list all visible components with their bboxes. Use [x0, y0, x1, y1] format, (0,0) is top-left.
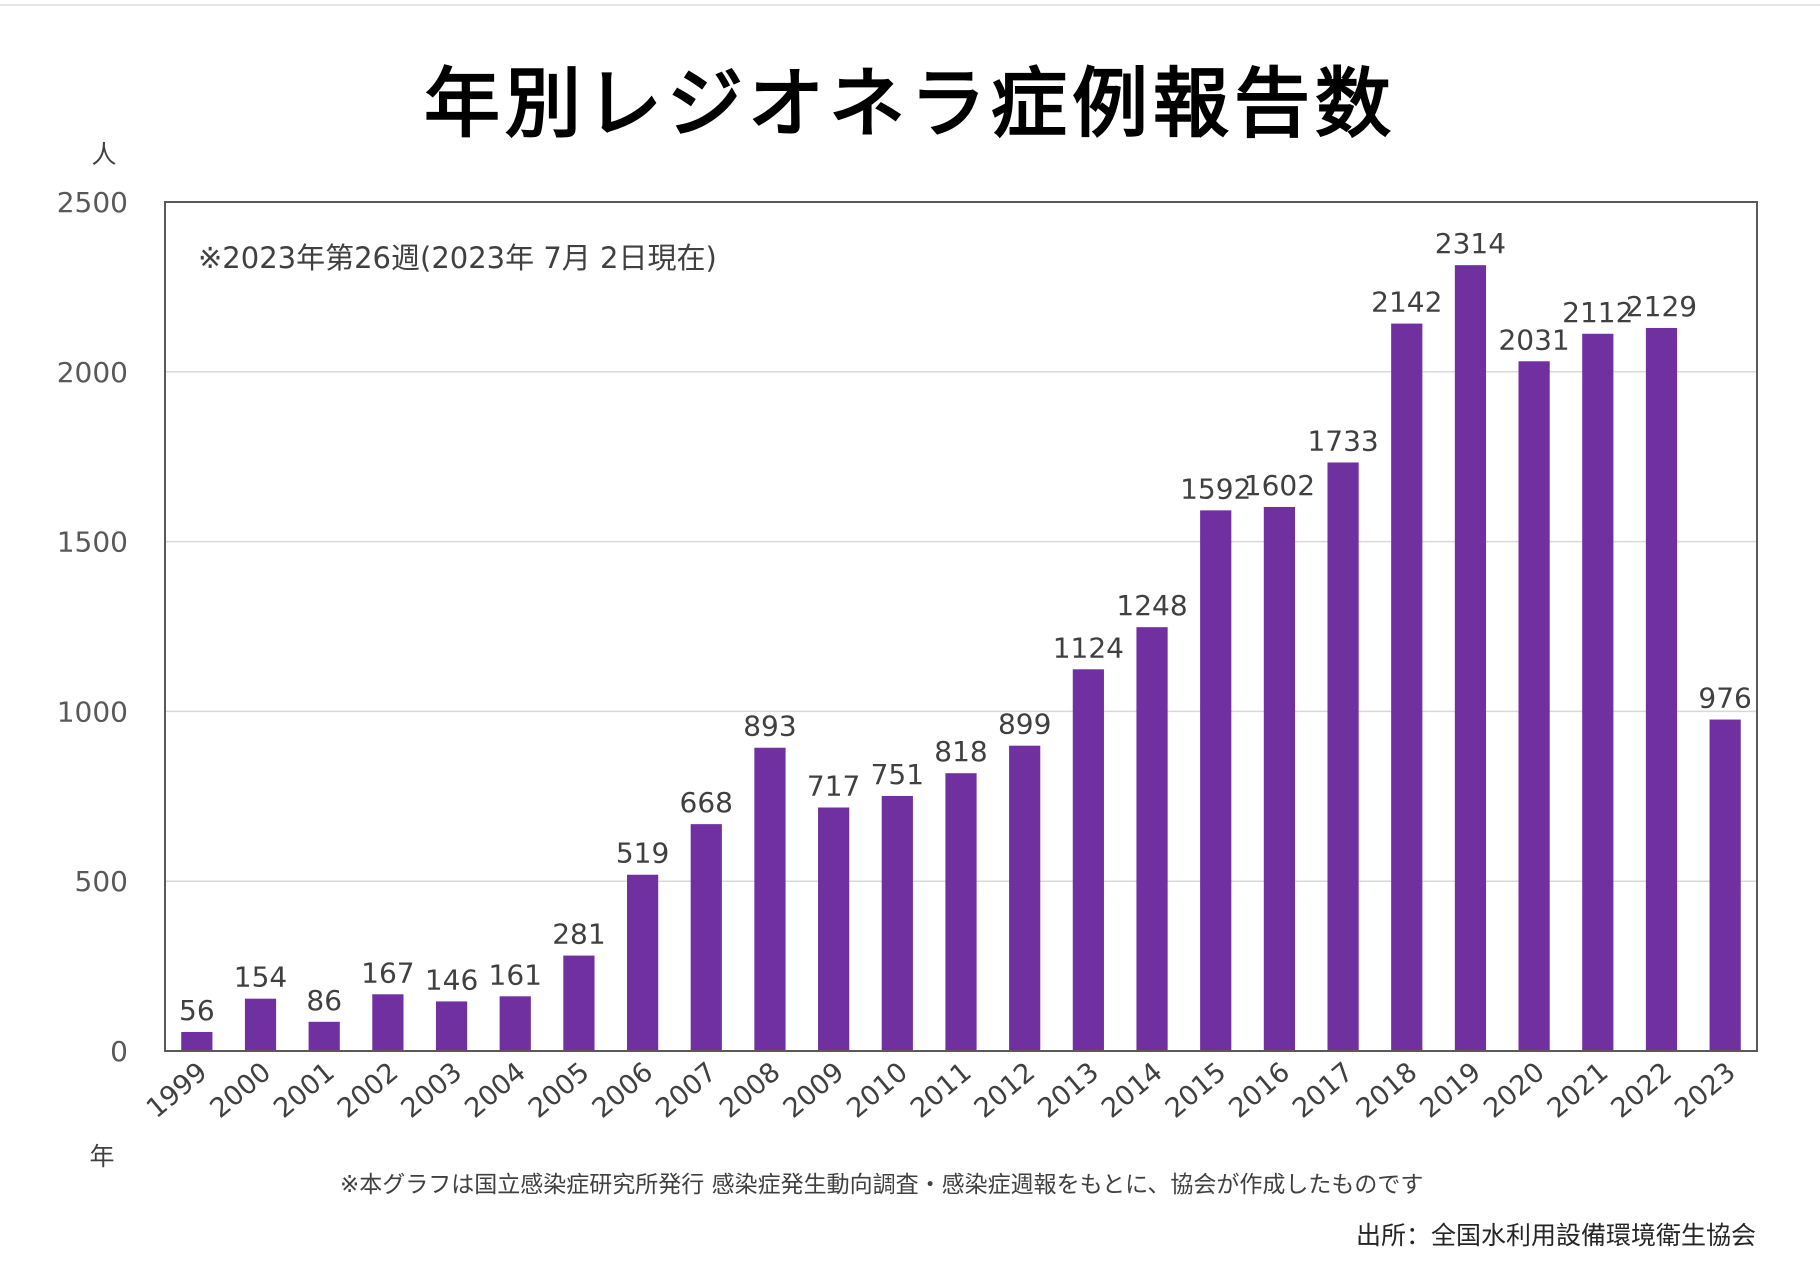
x-tick-label: 2002 [332, 1057, 405, 1125]
plot-frame [164, 201, 1758, 1052]
x-tick-label: 2019 [1414, 1057, 1487, 1125]
bar [626, 874, 659, 1051]
data-label: 1592 [1180, 472, 1251, 505]
y-axis-ticks: 0 500 1000 1500 2000 2500 [57, 186, 128, 1068]
source-credit: 出所：全国水利用設備環境衛生協会 [1356, 1221, 1756, 1250]
y-axis-unit: 人 [91, 140, 116, 169]
y-tick-label: 2500 [57, 186, 128, 219]
bar [818, 807, 850, 1051]
bar [690, 824, 722, 1051]
x-tick-label: 2012 [969, 1057, 1042, 1125]
data-label: 2112 [1562, 296, 1633, 329]
data-label: 668 [680, 786, 733, 819]
bar [563, 955, 595, 1051]
x-tick-label: 2010 [841, 1057, 914, 1125]
x-tick-label: 2022 [1605, 1057, 1678, 1125]
bar [754, 747, 786, 1051]
x-tick-label: 2018 [1351, 1057, 1424, 1125]
data-label: 2129 [1626, 290, 1697, 323]
y-tick-label: 0 [110, 1035, 128, 1068]
data-label: 976 [1698, 682, 1751, 715]
data-label: 146 [425, 963, 478, 996]
bar [1009, 745, 1041, 1051]
x-tick-label: 2013 [1032, 1057, 1105, 1125]
x-tick-label: 2001 [268, 1057, 341, 1125]
bar [1582, 333, 1614, 1052]
x-tick-label: 1999 [141, 1057, 214, 1125]
bar [499, 996, 531, 1051]
bar [1136, 627, 1168, 1051]
data-label: 1733 [1307, 424, 1378, 457]
data-label: 519 [616, 837, 669, 870]
bars [181, 265, 1741, 1052]
x-tick-label: 2011 [905, 1057, 978, 1125]
bar [1454, 265, 1487, 1051]
data-label: 899 [998, 708, 1051, 741]
bar [181, 1031, 213, 1051]
bar [1391, 323, 1423, 1052]
bar [1200, 510, 1232, 1051]
data-label: 1602 [1244, 469, 1315, 502]
bar [1072, 669, 1104, 1051]
bar [308, 1021, 340, 1051]
data-labels: 56 154 86 167 146 161 281 519 668 893 717 751 818 899… [179, 227, 1752, 1027]
bar [1327, 462, 1359, 1051]
x-tick-label: 2016 [1223, 1057, 1296, 1125]
y-tick-label: 500 [75, 865, 128, 898]
y-tick-label: 1000 [57, 695, 128, 728]
data-label: 2314 [1435, 227, 1506, 260]
bar [945, 773, 977, 1051]
x-axis-unit: 年 [89, 1142, 114, 1171]
data-label: 86 [306, 984, 342, 1017]
x-tick-label: 2014 [1096, 1057, 1169, 1125]
data-label: 893 [743, 710, 796, 743]
x-tick-label: 2023 [1669, 1057, 1742, 1125]
data-label: 161 [489, 958, 542, 991]
x-tick-label: 2020 [1478, 1057, 1551, 1125]
data-label: 751 [871, 758, 924, 791]
x-tick-label: 2009 [778, 1057, 851, 1125]
x-axis-ticks: 1999200020012002200320042005200620072008… [141, 1057, 1742, 1125]
data-label: 154 [234, 961, 287, 994]
top-divider [0, 4, 1820, 6]
data-label: 818 [934, 735, 987, 768]
x-tick-label: 2006 [587, 1057, 660, 1125]
bar [1709, 719, 1741, 1051]
y-tick-label: 2000 [57, 356, 128, 389]
footnote: ※本グラフは国立感染症研究所発行 感染症発生動向調査・感染症週報をもとに、協会が… [340, 1172, 1423, 1198]
x-tick-label: 2017 [1287, 1057, 1360, 1125]
bar [244, 998, 277, 1051]
data-label: 2142 [1371, 286, 1442, 319]
data-label: 167 [361, 956, 414, 989]
bar [435, 1001, 468, 1051]
bar [881, 795, 913, 1051]
data-label: 56 [179, 994, 215, 1027]
data-label: 1124 [1053, 631, 1124, 664]
y-tick-label: 1500 [57, 526, 128, 559]
data-label: 717 [807, 770, 860, 803]
bar [372, 994, 404, 1051]
x-tick-label: 2005 [523, 1057, 596, 1125]
bar [1645, 327, 1678, 1052]
bar [1263, 506, 1296, 1051]
x-tick-label: 2003 [395, 1057, 468, 1125]
x-tick-label: 2000 [204, 1057, 277, 1125]
x-tick-label: 2015 [1160, 1057, 1233, 1125]
chart-note: ※2023年第26週(2023年 7月 2日現在) [198, 241, 717, 275]
data-label: 2031 [1498, 323, 1569, 356]
data-label: 1248 [1116, 589, 1187, 622]
data-label: 281 [552, 918, 605, 951]
x-tick-label: 2021 [1542, 1057, 1615, 1125]
x-tick-label: 2007 [650, 1057, 723, 1125]
x-tick-label: 2008 [714, 1057, 787, 1125]
bar [1518, 361, 1550, 1051]
x-tick-label: 2004 [459, 1057, 532, 1125]
chart-title: 年別レジオネラ症例報告数 [424, 59, 1396, 148]
